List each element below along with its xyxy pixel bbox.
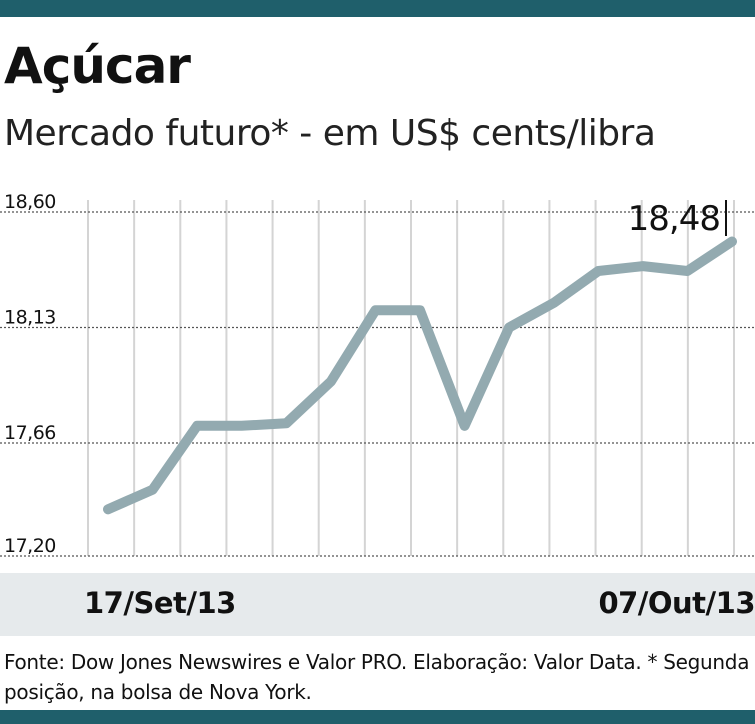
y-tick-labels: 18,60 18,13 17,66 17,20 xyxy=(4,191,56,557)
y-tick-label: 18,13 xyxy=(4,306,56,328)
bottom-rule xyxy=(0,710,755,724)
value-annotation: 18,48 xyxy=(628,199,727,239)
y-tick-label: 17,20 xyxy=(4,535,56,557)
x-axis-band xyxy=(0,573,755,636)
y-tick-label: 18,60 xyxy=(4,191,56,213)
series-line xyxy=(103,236,737,515)
horizontal-gridlines xyxy=(0,211,755,557)
x-label-end: 07/Out/13 xyxy=(598,586,755,620)
x-label-start: 17/Set/13 xyxy=(84,586,236,620)
chart-title: Açúcar xyxy=(4,37,191,95)
source-note: Fonte: Dow Jones Newswires e Valor PRO. … xyxy=(4,650,750,704)
y-tick-label: 17,66 xyxy=(4,422,56,444)
top-rule xyxy=(0,0,755,17)
last-value-label: 18,48 xyxy=(628,199,720,239)
data-series xyxy=(103,236,737,515)
line-chart: 18,60 18,13 17,66 17,20 18,48 xyxy=(0,191,755,557)
vertical-gridlines xyxy=(87,200,735,556)
chart-subtitle: Mercado futuro* - em US$ cents/libra xyxy=(4,113,656,154)
